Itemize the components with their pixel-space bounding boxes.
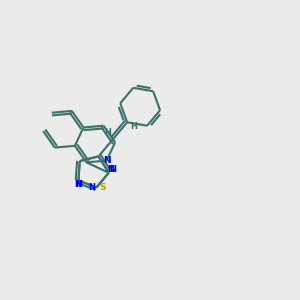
Text: N: N	[74, 180, 81, 189]
Text: H: H	[130, 122, 137, 131]
Text: S: S	[99, 183, 106, 192]
Text: N: N	[109, 165, 116, 174]
Text: N: N	[103, 156, 110, 165]
Text: N: N	[107, 165, 114, 174]
Text: H: H	[104, 128, 111, 137]
Text: N: N	[76, 180, 82, 189]
Text: N: N	[88, 183, 95, 192]
